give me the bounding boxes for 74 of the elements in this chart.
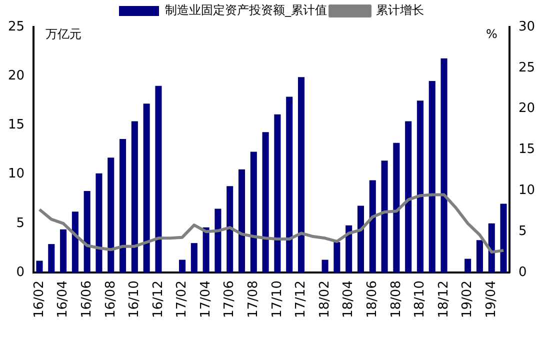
x-tick-label: 17/10 xyxy=(270,280,285,318)
bar xyxy=(178,260,186,273)
bar xyxy=(202,227,210,273)
bar xyxy=(131,121,138,273)
bar xyxy=(155,86,162,273)
x-tick-label: 18/04 xyxy=(341,280,356,318)
bar xyxy=(416,100,424,273)
bar xyxy=(274,114,281,273)
legend-label: 制造业固定资产投资额_累计值 xyxy=(165,3,327,18)
x-tick-label: 18/08 xyxy=(388,280,404,318)
y2-tick-label: 10 xyxy=(518,183,536,198)
bar xyxy=(96,173,102,273)
bar xyxy=(500,204,507,273)
x-tick-label: 16/04 xyxy=(56,280,71,318)
bar xyxy=(120,138,126,273)
bar xyxy=(357,206,364,273)
x-tick-label: 17/02 xyxy=(174,280,190,318)
x-tick-label: 16/08 xyxy=(103,280,118,318)
bar xyxy=(405,121,412,273)
x-tick-label: 17/08 xyxy=(246,280,262,318)
y2-tick-label: 5 xyxy=(518,224,527,239)
bar xyxy=(298,77,305,273)
x-tick-label: 18/02 xyxy=(317,280,332,318)
y2-tick-label: 20 xyxy=(518,101,536,116)
bar xyxy=(60,229,67,273)
x-tick-label: 16/10 xyxy=(127,280,142,318)
y-tick-label: 15 xyxy=(8,118,25,133)
bar xyxy=(72,212,78,273)
bar xyxy=(346,225,352,273)
bar xyxy=(214,208,222,273)
bar xyxy=(393,142,400,273)
x-tick-label: 19/02 xyxy=(460,280,476,318)
y2-tick-label: 30 xyxy=(518,19,536,34)
bar xyxy=(440,58,448,273)
y2-axis-title: % xyxy=(486,27,498,42)
bar xyxy=(381,160,388,273)
y-tick-label: 10 xyxy=(8,166,25,182)
bar xyxy=(36,260,43,273)
y2-tick-label: 0 xyxy=(518,264,527,280)
x-tick-label: 18/10 xyxy=(412,280,428,318)
bar xyxy=(322,260,328,273)
y-tick-label: 0 xyxy=(16,264,25,280)
x-tick-label: 19/04 xyxy=(484,280,499,318)
bar xyxy=(143,104,150,273)
bar xyxy=(226,186,234,273)
y-tick-label: 5 xyxy=(16,216,25,231)
y-tick-label: 25 xyxy=(8,19,25,34)
bar xyxy=(476,240,483,273)
bar xyxy=(369,180,376,273)
bar xyxy=(262,132,269,273)
y-axis-title: 万亿元 xyxy=(46,27,82,42)
bar xyxy=(48,244,55,273)
bar xyxy=(464,258,472,273)
y2-tick-label: 15 xyxy=(518,142,536,158)
x-tick-label: 16/06 xyxy=(79,280,94,318)
x-tick-label: 17/12 xyxy=(294,280,309,318)
x-tick-label: 18/06 xyxy=(365,280,380,318)
bar xyxy=(488,223,495,273)
x-tick-label: 17/04 xyxy=(198,280,214,318)
bar xyxy=(250,152,257,273)
bar xyxy=(190,243,198,273)
legend-label: 累计增长 xyxy=(376,3,424,18)
x-tick-label: 18/12 xyxy=(436,280,452,318)
bar xyxy=(334,242,340,273)
bar xyxy=(286,96,293,273)
bar xyxy=(238,169,246,273)
y2-tick-label: 25 xyxy=(518,60,536,76)
bar xyxy=(84,191,90,273)
y-tick-label: 20 xyxy=(8,68,25,84)
x-tick-label: 16/12 xyxy=(150,280,166,318)
x-tick-label: 16/02 xyxy=(32,280,47,318)
bar xyxy=(108,158,114,273)
x-tick-label: 17/06 xyxy=(222,280,238,318)
bar xyxy=(428,81,436,273)
